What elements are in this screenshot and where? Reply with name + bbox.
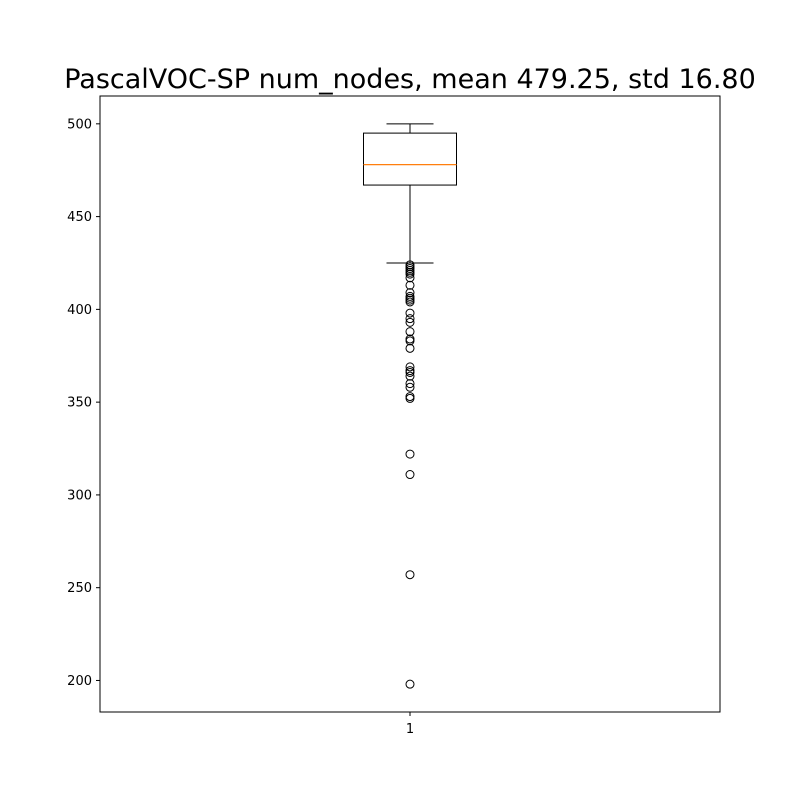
- y-axis: 200 250 300 350 400 450 500: [67, 117, 100, 689]
- outlier-point: [405, 343, 415, 353]
- y-tick-label: 500: [67, 117, 92, 132]
- y-tick-label: 250: [67, 581, 92, 596]
- outlier-point: [405, 449, 415, 459]
- outlier-point: [405, 679, 415, 689]
- y-tick-label: 300: [67, 488, 92, 503]
- y-tick-label: 200: [67, 674, 92, 689]
- outlier-point: [405, 273, 415, 283]
- outlier-point: [405, 269, 415, 279]
- y-tick-label: 400: [67, 303, 92, 318]
- outlier-point: [405, 336, 415, 346]
- outlier-point: [405, 367, 415, 377]
- outlier-point: [405, 280, 415, 290]
- outlier-point: [405, 371, 415, 381]
- outlier-point: [405, 288, 415, 298]
- outlier-point: [405, 317, 415, 327]
- iqr-box: [363, 132, 457, 186]
- y-tick-label: 450: [67, 210, 92, 225]
- chart-title: PascalVOC-SP num_nodes, mean 479.25, std…: [64, 64, 756, 95]
- outlier-point: [405, 393, 415, 403]
- x-tick-label: 1: [406, 722, 414, 737]
- outlier-point: [405, 570, 415, 580]
- outlier-point: [405, 308, 415, 318]
- outlier-point: [405, 327, 415, 337]
- outlier-point: [405, 334, 415, 344]
- box-1: [363, 123, 457, 689]
- outlier-point: [405, 470, 415, 480]
- outlier-point: [405, 362, 415, 372]
- outlier-point: [405, 297, 415, 307]
- outlier-point: [405, 382, 415, 392]
- x-axis: 1: [406, 712, 414, 737]
- outlier-point: [405, 314, 415, 324]
- y-tick-label: 350: [67, 396, 92, 411]
- box-plot-series: [363, 123, 457, 689]
- outlier-point: [405, 392, 415, 402]
- outlier-point: [405, 379, 415, 389]
